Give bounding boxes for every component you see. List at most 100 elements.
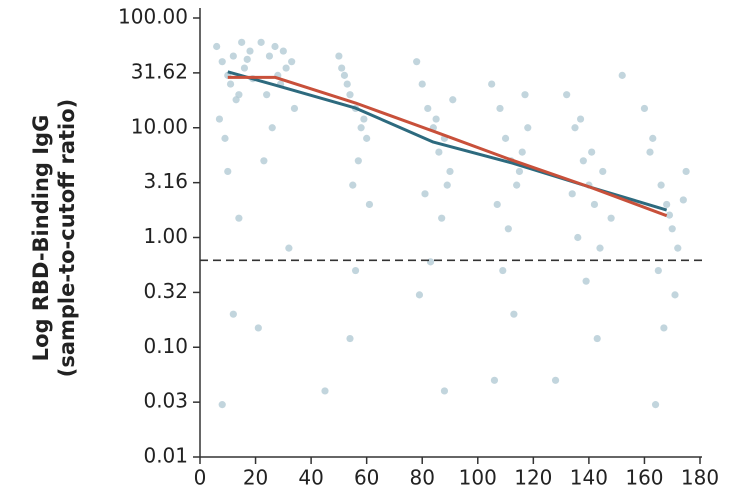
- scatter-point: [513, 181, 521, 189]
- scatter-point: [524, 124, 532, 132]
- scatter-point: [488, 80, 496, 88]
- scatter-point: [238, 38, 246, 46]
- scatter-point: [265, 52, 274, 60]
- scatter-point: [229, 52, 237, 60]
- scatter-point: [646, 148, 654, 156]
- scatter-point: [215, 115, 224, 123]
- scatter-point: [254, 324, 262, 332]
- scatter-point: [240, 64, 249, 72]
- scatter-point: [221, 134, 229, 142]
- scatter-point: [413, 58, 421, 66]
- scatter-point: [440, 387, 449, 395]
- x-tick-label: 0: [194, 466, 207, 490]
- scatter-point: [649, 134, 657, 142]
- scatter-point: [229, 310, 237, 318]
- scatter-point: [521, 91, 529, 99]
- scatter-point: [357, 124, 365, 132]
- x-tick-label: 20: [243, 466, 268, 490]
- x-tick-label: 120: [514, 466, 552, 490]
- scatter-point: [346, 91, 354, 99]
- x-tick-label: 60: [354, 466, 379, 490]
- scatter-point: [588, 148, 596, 156]
- scatter-point: [682, 167, 690, 176]
- scatter-point: [246, 47, 254, 55]
- scatter-point: [218, 401, 226, 409]
- scatter-point: [213, 42, 221, 51]
- y-tick-label: 0.32: [143, 279, 188, 303]
- scatter-point: [446, 167, 454, 176]
- scatter-point: [226, 80, 235, 88]
- scatter-point: [518, 148, 526, 156]
- scatter-point: [582, 277, 590, 285]
- scatter-point: [574, 233, 582, 242]
- scatter-point: [365, 200, 374, 209]
- scatter-point: [618, 71, 626, 79]
- scatter-point: [432, 115, 440, 123]
- scatter-point: [351, 266, 360, 275]
- scatter-point: [285, 244, 293, 252]
- x-tick-label: 40: [298, 466, 323, 490]
- scatter-point: [607, 214, 615, 222]
- scatter-point: [243, 55, 251, 63]
- scatter-point: [679, 196, 687, 204]
- scatter-point: [665, 211, 674, 219]
- scatter-point: [493, 200, 501, 209]
- scatter-point: [290, 104, 299, 113]
- scatter-point: [435, 148, 443, 156]
- scatter-point: [596, 244, 604, 252]
- scatter-point: [674, 244, 682, 252]
- x-tick-label: 80: [409, 466, 434, 490]
- x-tick-label: 100: [459, 466, 497, 490]
- scatter-point: [282, 64, 290, 72]
- scatter-point: [232, 96, 240, 104]
- scatter-point: [654, 266, 662, 275]
- scatter-point: [340, 71, 349, 79]
- scatter-point: [593, 334, 601, 343]
- scatter-point: [338, 64, 346, 72]
- y-tick-label: 0.03: [143, 389, 188, 413]
- scatter-point: [668, 225, 676, 233]
- scatter-point: [510, 310, 518, 318]
- y-tick-label: 0.01: [143, 444, 188, 468]
- scatter-point: [421, 190, 429, 198]
- scatter-point: [418, 80, 426, 88]
- scatter-point: [660, 324, 668, 332]
- scatter-point: [490, 376, 499, 384]
- scatter-point: [438, 214, 446, 222]
- scatter-point: [354, 157, 362, 165]
- scatter-point: [499, 266, 507, 275]
- scatter-point: [504, 225, 512, 233]
- scatter-point: [496, 104, 504, 113]
- scatter-point: [590, 200, 599, 209]
- scatter-point: [271, 42, 279, 51]
- scatter-point: [651, 401, 660, 409]
- scatter-point: [579, 157, 587, 165]
- scatter-point: [257, 38, 265, 46]
- y-tick-label: 3.16: [143, 169, 188, 193]
- scatter-point: [349, 181, 357, 189]
- scatter-point: [218, 58, 226, 66]
- scatter-point: [515, 167, 524, 176]
- scatter-point: [571, 124, 579, 132]
- scatter-point: [268, 124, 276, 132]
- line: [227, 70, 668, 212]
- x-tick-label: 160: [625, 466, 663, 490]
- scatter-point: [640, 104, 649, 113]
- scatter-point: [449, 96, 457, 104]
- scatter-point: [551, 376, 560, 384]
- x-tick-label: 140: [570, 466, 608, 490]
- line: [227, 75, 668, 218]
- scatter-point: [424, 104, 432, 113]
- y-tick-label: 10.00: [131, 114, 188, 138]
- scatter-point: [501, 134, 510, 142]
- scatter-point: [346, 334, 354, 343]
- scatter-point: [576, 115, 585, 123]
- y-axis-title: Log RBD-Binding IgG: [29, 115, 53, 362]
- scatter-point: [443, 181, 451, 189]
- scatter-point: [263, 91, 271, 99]
- scatter-point: [288, 58, 296, 66]
- scatter-point: [335, 52, 343, 60]
- scatter-point: [415, 291, 424, 299]
- scatter-point: [321, 387, 329, 395]
